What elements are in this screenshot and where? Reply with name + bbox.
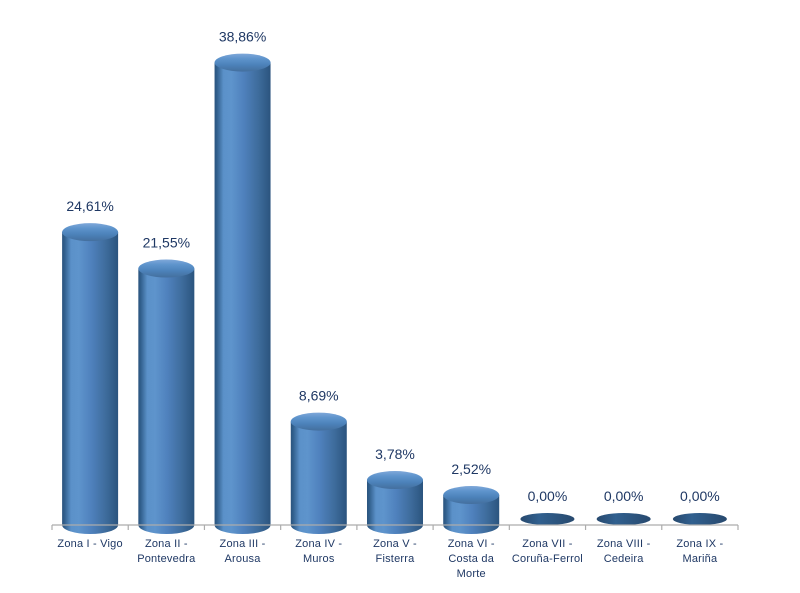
data-label: 24,61% xyxy=(66,198,113,214)
bar-top xyxy=(443,486,500,505)
bar-top xyxy=(367,471,423,490)
data-label: 2,52% xyxy=(451,461,491,477)
bar-top xyxy=(138,259,195,278)
bar-cylinder xyxy=(596,513,651,525)
bar-body xyxy=(62,232,119,535)
bar-zero-ellipse xyxy=(672,513,727,525)
bar-body xyxy=(138,268,195,534)
bar-cylinder xyxy=(290,412,347,534)
bar-top xyxy=(62,223,119,242)
x-axis-label: Zona VIII - Cedeira xyxy=(596,538,651,565)
x-axis-label: Zona VI - Costa da Morte xyxy=(447,538,495,580)
data-label: 38,86% xyxy=(219,29,266,45)
x-axis-label: Zona III - Arousa xyxy=(219,538,266,565)
bar-body xyxy=(443,495,500,534)
data-label: 8,69% xyxy=(299,388,339,404)
data-label: 0,00% xyxy=(604,488,644,504)
bar-cylinder xyxy=(214,53,271,534)
bar-zero-ellipse xyxy=(596,513,651,525)
data-label: 0,00% xyxy=(528,488,568,504)
bar-body xyxy=(290,421,347,534)
bar-zero-ellipse xyxy=(520,513,575,525)
bar-cylinder xyxy=(672,513,727,525)
bar-top xyxy=(290,412,347,431)
bar-cylinder xyxy=(367,471,423,534)
x-axis-label: Zona I - Vigo xyxy=(57,538,123,550)
bar-cylinder xyxy=(138,259,195,534)
bar-cylinder xyxy=(520,513,575,525)
data-label: 21,55% xyxy=(143,235,190,251)
data-label: 3,78% xyxy=(375,446,415,462)
x-axis-label: Zona IV - Muros xyxy=(295,538,343,565)
bar-body xyxy=(367,480,423,534)
bar-body xyxy=(214,62,271,534)
bar-cylinder xyxy=(62,223,119,535)
data-label: 0,00% xyxy=(680,488,720,504)
bar-cylinder xyxy=(443,486,500,534)
x-axis-label: Zona IX - Mariña xyxy=(676,538,724,565)
x-axis-label: Zona V - Fisterra xyxy=(373,538,417,565)
x-axis-label: Zona II - Pontevedra xyxy=(137,538,196,565)
bar-top xyxy=(214,53,271,72)
x-axis-label: Zona VII - Coruña-Ferrol xyxy=(511,538,583,565)
